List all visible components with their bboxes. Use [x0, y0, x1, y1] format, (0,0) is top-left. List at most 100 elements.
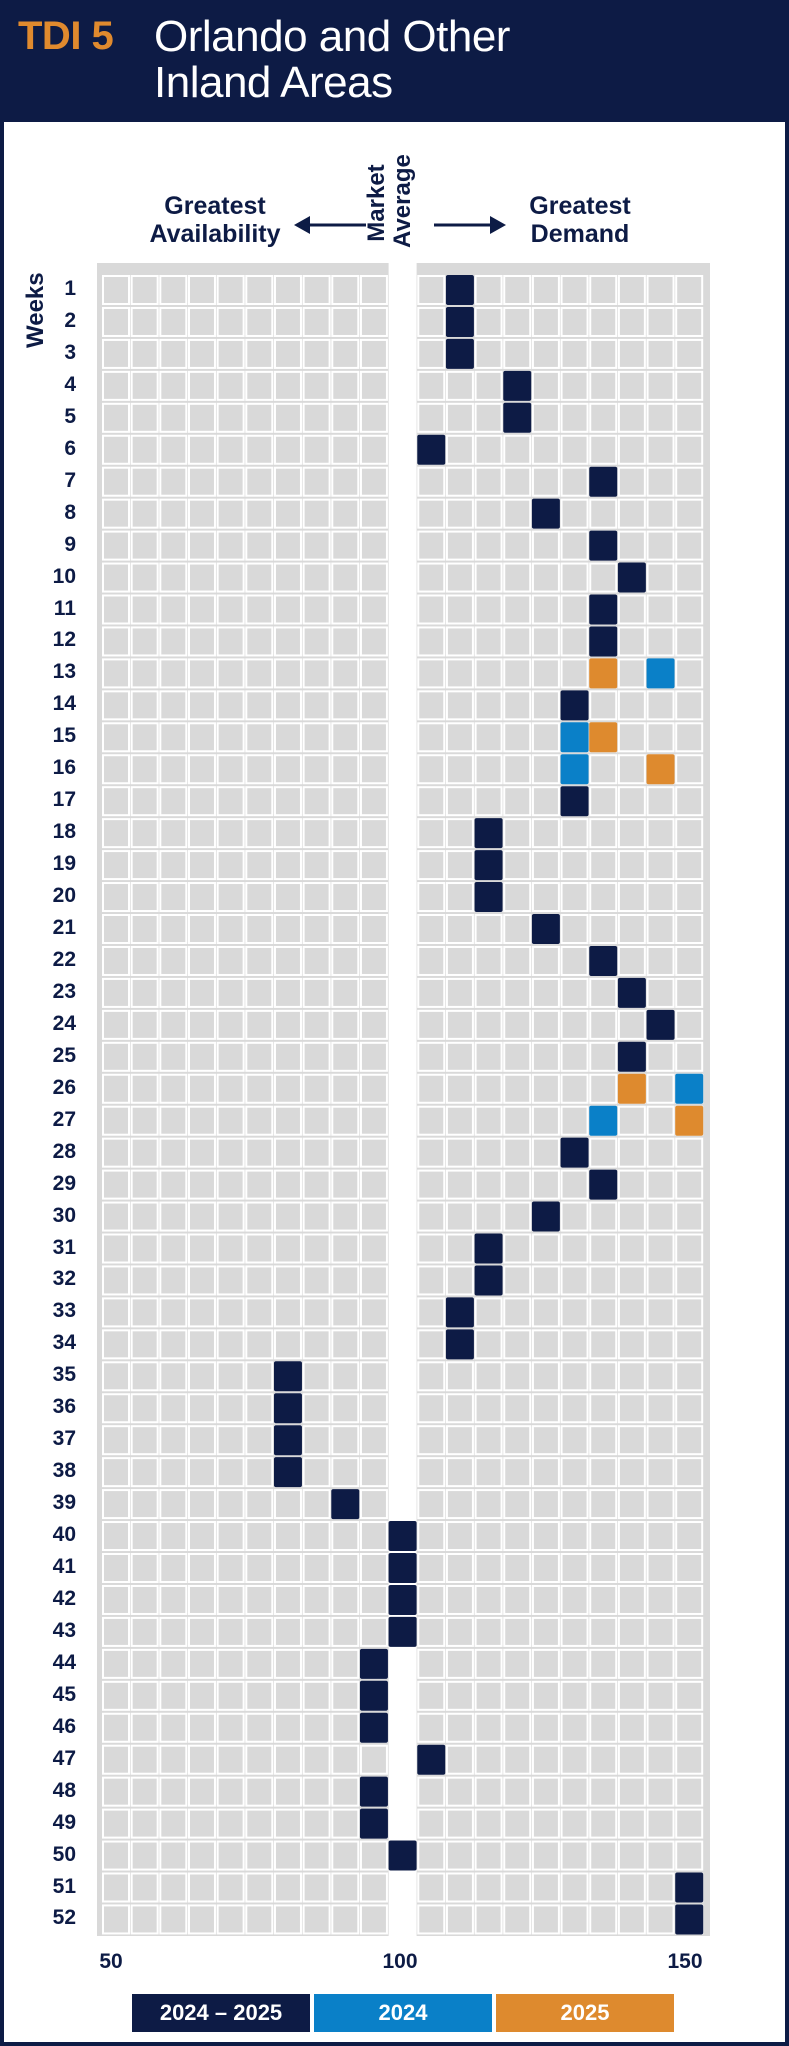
grid-cell — [159, 914, 188, 944]
grid-cell — [531, 1457, 560, 1488]
grid-cell — [474, 1553, 503, 1583]
grid-cell — [474, 1105, 503, 1136]
grid-cell — [216, 1105, 245, 1136]
grid-cell — [503, 1584, 532, 1615]
grid-cell — [675, 1712, 704, 1743]
grid-cell — [302, 275, 331, 305]
grid-cell — [617, 1233, 646, 1264]
grid-cell — [159, 1361, 188, 1392]
grid-cell — [675, 1680, 704, 1711]
grid-cell — [331, 818, 360, 849]
grid-cell — [617, 1616, 646, 1647]
grid-cell — [589, 977, 618, 1008]
demand-line-1: Greatest — [529, 192, 631, 220]
grid-cell — [187, 498, 216, 529]
grid-cell — [589, 1041, 618, 1072]
grid-cell — [474, 1361, 503, 1392]
grid-cell — [216, 1137, 245, 1168]
grid-cell — [675, 530, 704, 561]
grid-cell — [589, 818, 618, 849]
grid-cell — [417, 1616, 446, 1647]
grid-cells — [102, 263, 704, 1936]
grid-cell — [130, 434, 159, 465]
header-bar: TDI 5 Orlando and Other Inland Areas — [0, 0, 789, 122]
grid-cell — [159, 1297, 188, 1328]
grid-cell — [617, 1648, 646, 1679]
grid-cell — [216, 1648, 245, 1679]
grid-cell — [302, 498, 331, 529]
grid-cell — [417, 498, 446, 529]
week-label-13: 13 — [52, 660, 76, 684]
grid-cell — [102, 1457, 130, 1488]
grid-cell — [102, 370, 130, 401]
grid-cell — [646, 1616, 675, 1647]
grid-cell — [531, 1329, 560, 1360]
grid-cell — [617, 1105, 646, 1136]
grid-cell — [216, 1712, 245, 1743]
grid-cell — [187, 850, 216, 881]
grid-cell — [560, 658, 589, 689]
grid-cell — [417, 1201, 446, 1232]
grid-cell — [187, 882, 216, 913]
grid-cell — [159, 466, 188, 497]
grid-cell — [359, 434, 388, 465]
grid-cell — [159, 402, 188, 433]
mark-week-33-2024-2025 — [445, 1297, 474, 1328]
grid-cell — [503, 1808, 532, 1839]
grid-cell — [474, 434, 503, 465]
grid-cell — [302, 594, 331, 625]
grid-cell — [503, 1201, 532, 1232]
grid-cell — [273, 1329, 302, 1360]
grid-cell — [273, 914, 302, 944]
grid-cell — [474, 306, 503, 337]
grid-cell — [417, 658, 446, 689]
grid-cell — [474, 690, 503, 721]
grid-cell — [503, 530, 532, 561]
grid-cell — [503, 1137, 532, 1168]
grid-cell — [331, 338, 360, 369]
week-label-16: 16 — [52, 756, 76, 780]
grid-cell — [159, 786, 188, 817]
grid-cell — [187, 1233, 216, 1264]
grid-cell — [102, 1840, 130, 1871]
grid-cell — [445, 530, 474, 561]
grid-cell — [589, 1297, 618, 1328]
grid-cell — [503, 1169, 532, 1200]
grid-cell — [675, 1425, 704, 1456]
grid-cell — [589, 786, 618, 817]
grid-cell — [245, 786, 274, 817]
grid-cell — [130, 498, 159, 529]
grid-cell — [130, 562, 159, 593]
grid-cell — [646, 1584, 675, 1615]
grid-cell — [187, 1009, 216, 1040]
grid-cell — [130, 466, 159, 497]
grid-cell — [617, 306, 646, 337]
grid-cell — [589, 498, 618, 529]
grid-cell — [560, 818, 589, 849]
grid-cell — [445, 466, 474, 497]
grid-cell — [474, 1776, 503, 1807]
week-label-42: 42 — [52, 1586, 76, 1610]
grid-cell — [273, 1201, 302, 1232]
week-label-21: 21 — [52, 916, 76, 939]
grid-cell — [102, 1680, 130, 1711]
week-label-10: 10 — [52, 564, 76, 588]
grid-cell — [245, 1680, 274, 1711]
grid-cell — [102, 562, 130, 593]
mark-week-4-2024-2025 — [503, 370, 532, 401]
grid-cell — [646, 914, 675, 944]
grid-cell — [102, 1712, 130, 1743]
grid-cell — [560, 1201, 589, 1232]
grid-cell — [617, 1425, 646, 1456]
grid-cell — [589, 1904, 618, 1935]
grid-cell — [675, 786, 704, 817]
grid-cell — [503, 626, 532, 657]
legend-2025: 2025 — [496, 1994, 674, 2032]
grid-cell — [474, 466, 503, 497]
grid-cell — [675, 690, 704, 721]
week-label-19: 19 — [52, 852, 76, 876]
grid-cell — [302, 1457, 331, 1488]
grid-cell — [359, 1233, 388, 1264]
grid-cell — [216, 658, 245, 689]
